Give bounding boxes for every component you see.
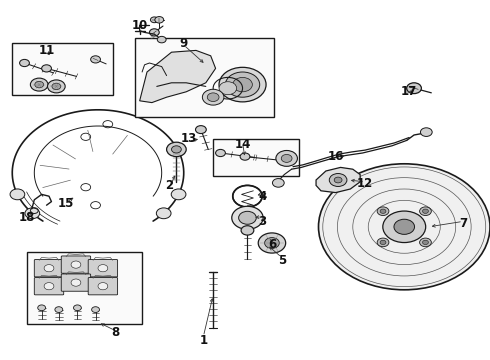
Circle shape <box>44 265 54 272</box>
Circle shape <box>329 174 347 186</box>
Circle shape <box>38 305 46 311</box>
Circle shape <box>35 81 44 88</box>
Circle shape <box>10 189 25 200</box>
Circle shape <box>265 238 279 248</box>
Circle shape <box>419 238 431 247</box>
Circle shape <box>239 211 256 224</box>
Circle shape <box>422 209 428 213</box>
Circle shape <box>98 283 108 290</box>
Circle shape <box>44 283 54 290</box>
Circle shape <box>380 209 386 213</box>
Polygon shape <box>140 50 216 103</box>
Text: 7: 7 <box>459 217 467 230</box>
Circle shape <box>383 211 426 243</box>
Circle shape <box>419 207 431 216</box>
Circle shape <box>407 83 421 94</box>
Bar <box>135 38 274 117</box>
Text: 18: 18 <box>19 211 35 224</box>
Circle shape <box>377 238 389 247</box>
Text: 12: 12 <box>357 177 373 190</box>
Circle shape <box>377 207 389 216</box>
Text: 11: 11 <box>38 44 55 57</box>
Circle shape <box>156 208 171 219</box>
Circle shape <box>318 164 490 290</box>
Circle shape <box>241 226 254 235</box>
Text: 8: 8 <box>111 327 119 339</box>
Text: 4: 4 <box>258 190 266 203</box>
Circle shape <box>71 279 81 286</box>
Circle shape <box>52 83 61 90</box>
Circle shape <box>240 153 250 160</box>
Circle shape <box>233 77 252 92</box>
Circle shape <box>394 219 415 234</box>
Circle shape <box>196 126 206 134</box>
Circle shape <box>207 93 219 102</box>
Text: 16: 16 <box>327 150 344 163</box>
FancyBboxPatch shape <box>61 256 91 273</box>
Circle shape <box>91 56 100 63</box>
Circle shape <box>171 189 186 200</box>
Circle shape <box>20 59 29 67</box>
Text: 5: 5 <box>278 255 286 267</box>
Circle shape <box>219 67 266 102</box>
Circle shape <box>172 146 181 153</box>
Circle shape <box>25 208 40 219</box>
Circle shape <box>216 149 225 157</box>
Circle shape <box>380 240 386 244</box>
FancyBboxPatch shape <box>61 274 91 291</box>
Circle shape <box>225 72 260 97</box>
Bar <box>213 139 299 176</box>
Circle shape <box>281 154 292 162</box>
Text: 10: 10 <box>131 19 148 32</box>
Circle shape <box>202 89 224 105</box>
Circle shape <box>42 65 51 72</box>
Circle shape <box>334 177 342 183</box>
Text: 14: 14 <box>234 138 251 150</box>
FancyBboxPatch shape <box>34 278 64 295</box>
Text: 6: 6 <box>268 238 276 251</box>
Circle shape <box>98 265 108 272</box>
FancyBboxPatch shape <box>88 260 118 277</box>
Polygon shape <box>316 167 360 193</box>
Circle shape <box>74 305 81 311</box>
Circle shape <box>157 36 166 43</box>
Circle shape <box>150 17 158 23</box>
Circle shape <box>258 233 286 253</box>
Text: 3: 3 <box>258 215 266 228</box>
Circle shape <box>219 82 237 95</box>
Circle shape <box>167 142 186 157</box>
Circle shape <box>92 307 99 312</box>
Circle shape <box>232 206 263 229</box>
Circle shape <box>71 261 81 268</box>
Circle shape <box>48 80 65 93</box>
Circle shape <box>155 17 164 23</box>
Text: 2: 2 <box>165 179 173 192</box>
Circle shape <box>149 29 159 36</box>
Circle shape <box>420 128 432 136</box>
Circle shape <box>422 240 428 244</box>
Bar <box>12 43 113 95</box>
Text: 17: 17 <box>401 85 417 98</box>
Text: 9: 9 <box>180 37 188 50</box>
FancyBboxPatch shape <box>34 260 64 277</box>
Bar <box>27 252 142 324</box>
Circle shape <box>272 179 284 187</box>
Text: 1: 1 <box>199 334 207 347</box>
Circle shape <box>30 78 48 91</box>
Circle shape <box>55 307 63 312</box>
Circle shape <box>276 150 297 166</box>
FancyBboxPatch shape <box>88 278 118 295</box>
Text: 15: 15 <box>58 197 74 210</box>
Text: 13: 13 <box>180 132 197 145</box>
